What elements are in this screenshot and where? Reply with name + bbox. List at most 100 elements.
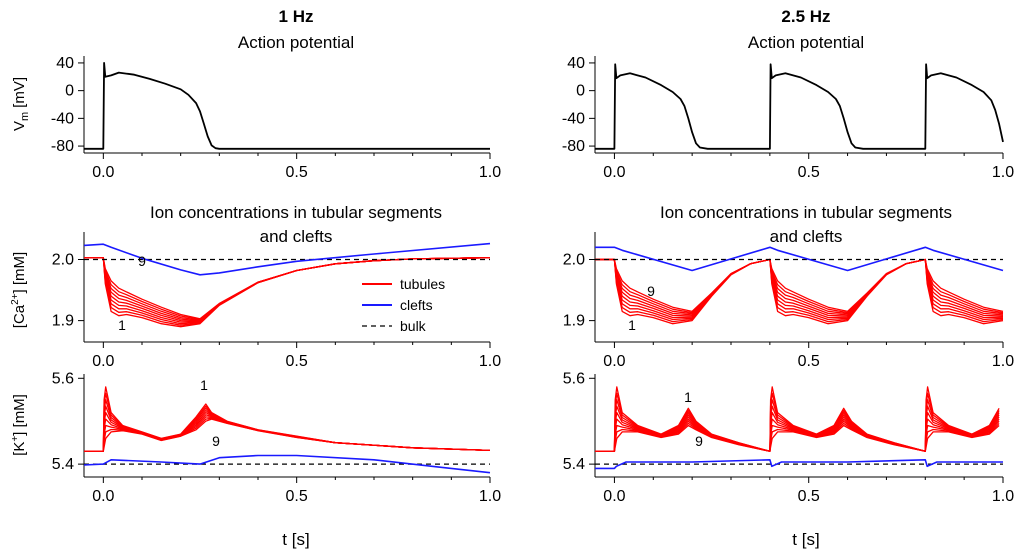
y-tick-label: 5.4 — [52, 456, 74, 473]
ylabel-vm-sub: m — [19, 112, 31, 121]
y-tick-label: 2.0 — [563, 252, 585, 269]
legend-bulk-label: bulk — [400, 318, 427, 334]
x-tick-label: 0.5 — [798, 164, 820, 181]
panel-ca_25hz: 2.0 1.9 0.0 0.5 1.0 1 9 — [563, 232, 1014, 370]
tubule-segment-9 — [84, 257, 491, 320]
tubule-segment-6 — [595, 258, 1004, 316]
col2-freq-title: 2.5 Hz — [781, 7, 830, 26]
clefts-line — [83, 454, 491, 474]
segment-label-last: 9 — [138, 253, 146, 269]
tubule-segment-4 — [84, 405, 491, 452]
ylabel-vm: Vm [mV] — [11, 77, 31, 131]
tubule-segment-1 — [595, 258, 1004, 325]
tubule-segment-5 — [84, 411, 491, 452]
tubule-segment-4 — [595, 258, 1004, 319]
tubule-segment-3 — [595, 258, 1004, 321]
ylabel-ca-sup: 2+ — [10, 293, 21, 305]
tubule-segment-9 — [84, 418, 491, 452]
ylabel-k-sup: + — [10, 436, 21, 442]
tubule-segment-1 — [84, 386, 491, 452]
clefts-line — [595, 458, 1003, 470]
segment-label-last: 9 — [212, 433, 220, 449]
col1-ap-title: Action potential — [238, 33, 354, 52]
legend: tubules clefts bulk — [362, 276, 445, 334]
xlabel-col2: t [s] — [792, 530, 819, 549]
ylabel-k-pre: [K — [11, 442, 28, 456]
segment-label-first: 1 — [628, 317, 636, 333]
x-tick-label: 0.0 — [92, 164, 114, 181]
tubule-segment-2 — [84, 392, 491, 452]
col2-ap-title: Action potential — [748, 33, 864, 52]
col2-ion-title-line2: and clefts — [770, 227, 843, 246]
col1-ion-title-line1: Ion concentrations in tubular segments — [150, 203, 442, 222]
tubule-segment-5 — [595, 411, 1000, 452]
tubule-segment-8 — [595, 258, 1004, 314]
panel-ca_1hz: 2.0 1.9 0.0 0.5 1.0 1 9 — [52, 232, 501, 370]
panel-k_1hz: 5.6 5.4 0.0 0.5 1.0 1 9 — [52, 370, 501, 505]
x-tick-label: 0.5 — [798, 488, 820, 505]
panel-ap_25hz: 40 0 -40 -80 0.0 0.5 1.0 — [562, 55, 1014, 181]
ylabel-ca-post: ] [mM] — [11, 252, 28, 294]
x-tick-label: 1.0 — [479, 164, 501, 181]
y-tick-label: 5.4 — [563, 456, 585, 473]
col1-freq-title: 1 Hz — [279, 7, 314, 26]
tubule-segment-2 — [595, 392, 1000, 452]
x-tick-label: 0.5 — [286, 488, 308, 505]
x-tick-label: 0.0 — [603, 488, 625, 505]
x-tick-label: 1.0 — [479, 353, 501, 370]
tubule-segment-8 — [595, 422, 1000, 452]
x-tick-label: 0.0 — [603, 164, 625, 181]
y-tick-label: -80 — [562, 138, 585, 155]
tubule-segment-3 — [84, 399, 491, 452]
xlabel-col1: t [s] — [282, 530, 309, 549]
y-tick-label: 0 — [576, 83, 585, 100]
x-tick-label: 1.0 — [992, 353, 1014, 370]
x-tick-label: 0.5 — [286, 353, 308, 370]
x-tick-label: 0.5 — [798, 353, 820, 370]
clefts-line — [83, 242, 491, 276]
legend-tubules-label: tubules — [400, 276, 445, 292]
segment-label-first: 1 — [118, 317, 126, 333]
x-tick-label: 0.0 — [92, 488, 114, 505]
segment-label-first: 1 — [684, 389, 692, 405]
x-tick-label: 1.0 — [992, 164, 1014, 181]
y-tick-label: 40 — [56, 55, 74, 72]
y-tick-label: 1.9 — [563, 313, 585, 330]
y-tick-label: -80 — [51, 138, 74, 155]
tubule-segment-3 — [595, 399, 1000, 452]
x-tick-label: 1.0 — [479, 488, 501, 505]
y-tick-label: -40 — [51, 110, 74, 127]
ylabel-k: [K+] [mM] — [10, 394, 28, 456]
tubule-segment-2 — [595, 258, 1004, 323]
x-tick-label: 0.0 — [603, 353, 625, 370]
tubule-segment-5 — [595, 258, 1004, 317]
ylabel-vm-unit: [mV] — [11, 77, 28, 108]
tubule-segment-7 — [595, 420, 1000, 452]
segment-label-first: 1 — [200, 377, 208, 393]
segment-label-last: 9 — [647, 283, 655, 299]
y-tick-label: 5.6 — [563, 370, 585, 387]
tubule-segment-6 — [595, 418, 1000, 452]
y-tick-label: 1.9 — [52, 313, 74, 330]
tubule-segment-4 — [595, 405, 1000, 452]
y-tick-label: 0 — [65, 83, 74, 100]
ylabel-ca: [Ca2+] [mM] — [10, 252, 28, 328]
clefts-line — [595, 246, 1004, 272]
panel-ap_1hz: 40 0 -40 -80 0.0 0.5 1.0 — [51, 55, 501, 181]
x-tick-label: 1.0 — [992, 488, 1014, 505]
tubule-segment-9 — [595, 258, 1004, 313]
tubule-segment-9 — [595, 424, 1000, 452]
ap-trace — [84, 62, 490, 150]
ylabel-ca-pre: [Ca — [11, 304, 28, 328]
y-tick-label: 2.0 — [52, 252, 74, 269]
col2-ion-title-line1: Ion concentrations in tubular segments — [660, 203, 952, 222]
y-tick-label: 40 — [567, 55, 585, 72]
legend-clefts-label: clefts — [400, 297, 433, 313]
segment-label-last: 9 — [695, 433, 703, 449]
ap-trace — [595, 63, 1004, 150]
y-tick-label: -40 — [562, 110, 585, 127]
x-tick-label: 0.0 — [92, 353, 114, 370]
col1-ion-title-line2: and clefts — [260, 227, 333, 246]
ylabel-vm-main: V — [11, 121, 28, 131]
